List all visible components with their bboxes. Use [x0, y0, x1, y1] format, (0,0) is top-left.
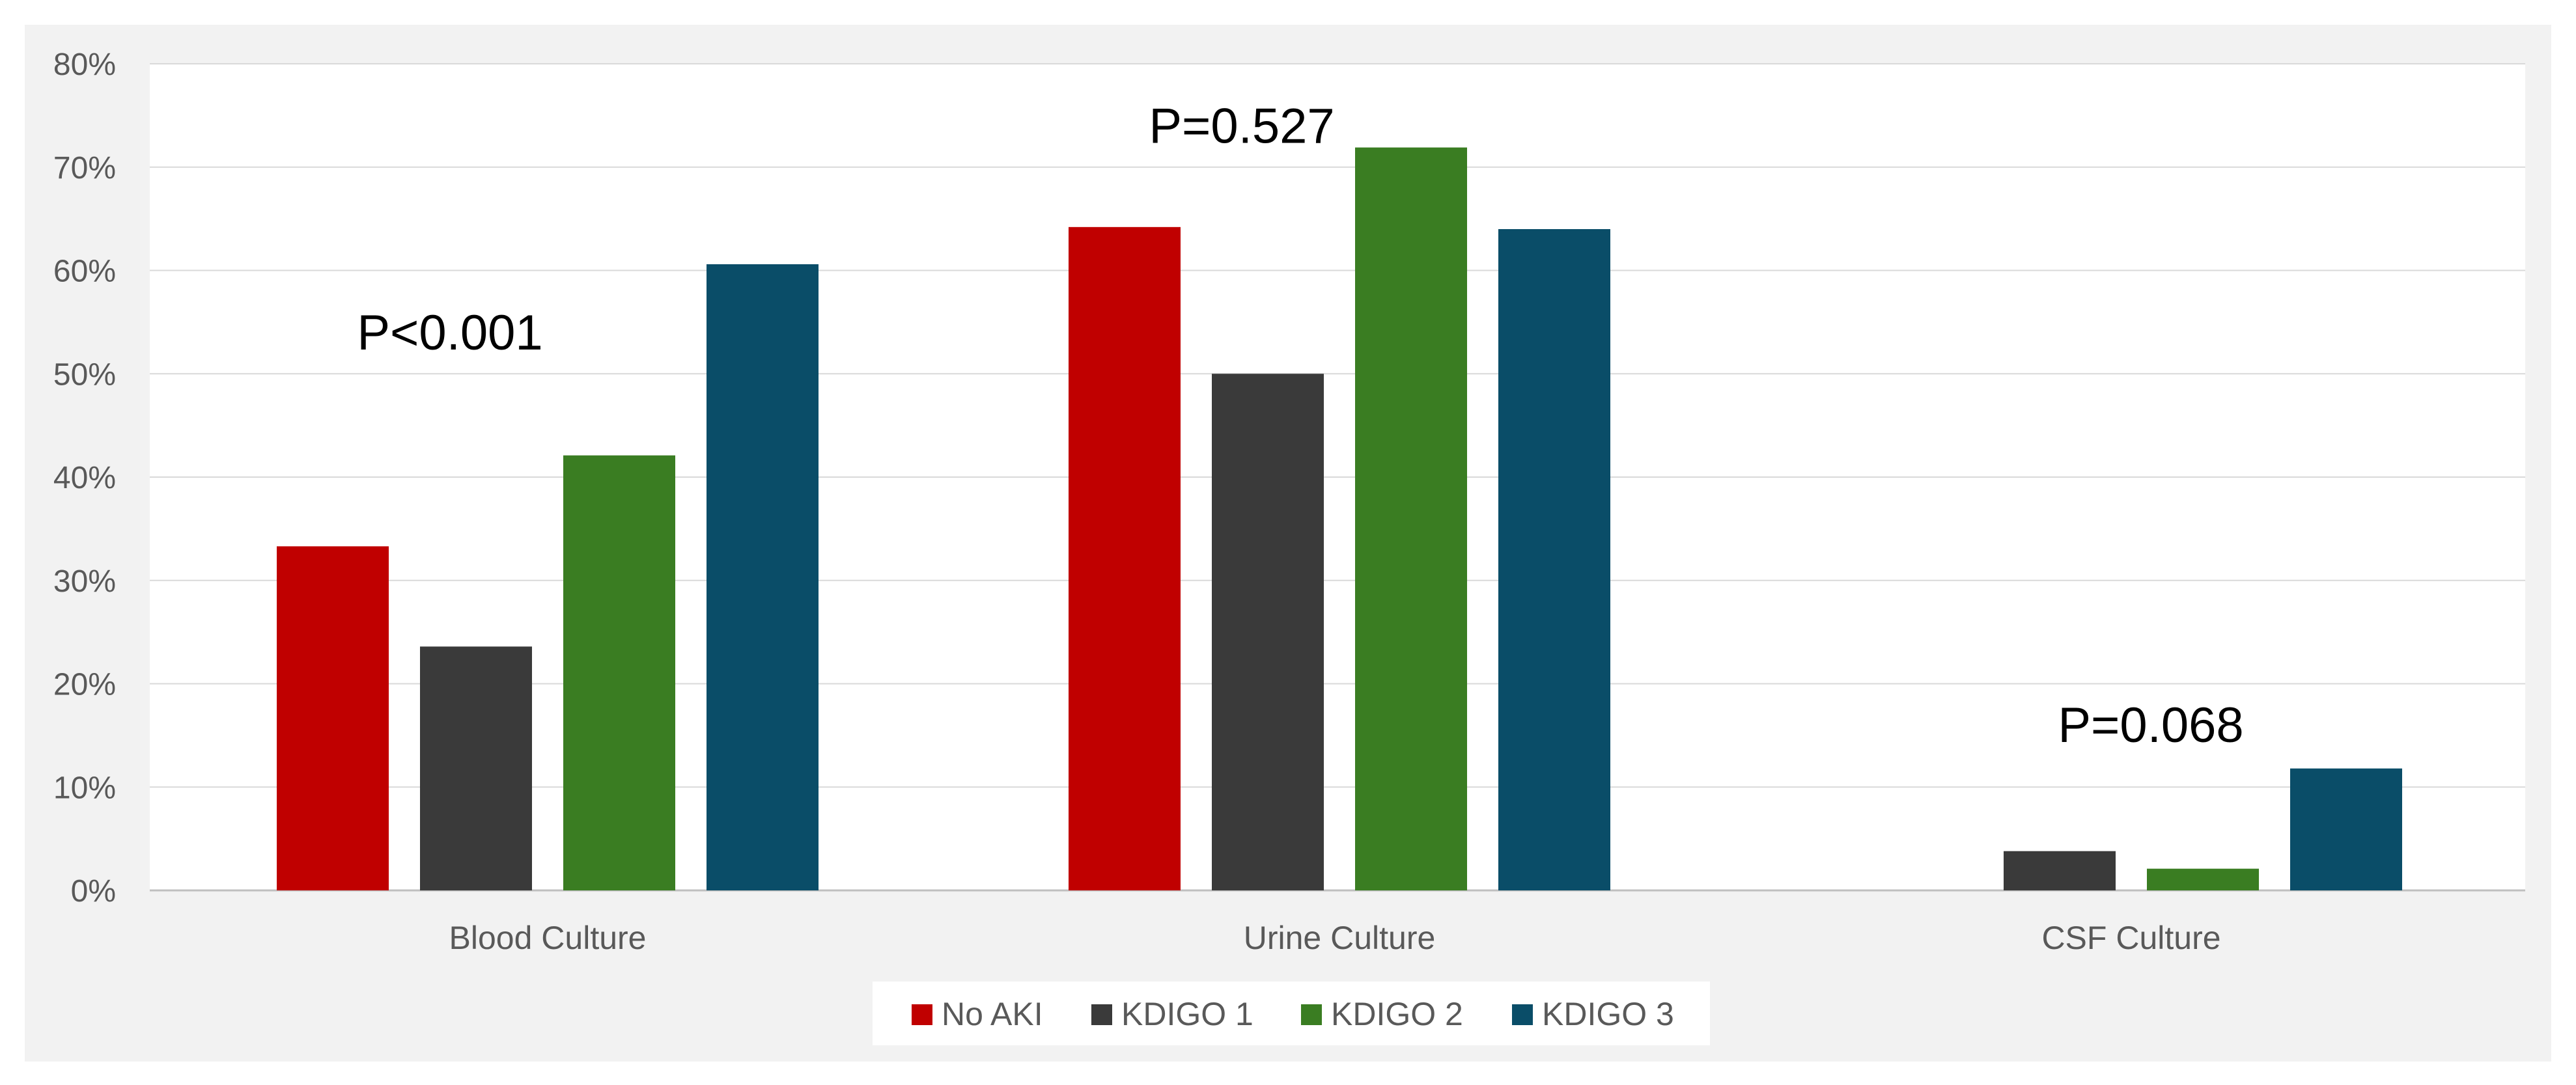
- y-tick-label: 40%: [53, 461, 116, 495]
- legend-swatch: [912, 1004, 932, 1025]
- p-value-annotation: P=0.527: [1149, 98, 1334, 154]
- y-tick-label: 60%: [53, 254, 116, 289]
- p-value-annotation: P=0.068: [2058, 698, 2243, 753]
- legend-label: KDIGO 3: [1542, 996, 1674, 1032]
- bar-kdigo-3: [707, 264, 819, 891]
- legend: [873, 982, 1710, 1045]
- y-tick-label: 10%: [53, 771, 116, 805]
- y-tick-label: 0%: [71, 874, 116, 909]
- bar-no-aki: [1069, 227, 1181, 890]
- bar-kdigo-1: [2004, 851, 2116, 890]
- bar-kdigo-2: [563, 455, 675, 890]
- x-category-label: Urine Culture: [1244, 920, 1436, 956]
- bar-no-aki: [277, 546, 389, 890]
- bar-kdigo-3: [2290, 768, 2402, 890]
- legend-swatch: [1512, 1004, 1533, 1025]
- y-tick-label: 30%: [53, 564, 116, 599]
- legend-label: No AKI: [942, 996, 1043, 1032]
- y-tick-label: 70%: [53, 151, 116, 185]
- bar-kdigo-2: [1355, 147, 1467, 890]
- y-tick-label: 20%: [53, 668, 116, 702]
- legend-swatch: [1091, 1004, 1112, 1025]
- p-value-annotation: P<0.001: [357, 305, 542, 361]
- x-category-label: Blood Culture: [449, 920, 647, 956]
- y-tick-label: 50%: [53, 357, 116, 392]
- x-category-label: CSF Culture: [2041, 920, 2220, 956]
- bar-kdigo-1: [420, 646, 532, 890]
- legend-swatch: [1301, 1004, 1322, 1025]
- bar-kdigo-2: [2147, 868, 2259, 890]
- y-tick-label: 80%: [53, 48, 116, 82]
- bar-kdigo-1: [1212, 374, 1324, 890]
- bar-kdigo-3: [1498, 229, 1610, 890]
- legend-label: KDIGO 1: [1121, 996, 1253, 1032]
- legend-label: KDIGO 2: [1331, 996, 1463, 1032]
